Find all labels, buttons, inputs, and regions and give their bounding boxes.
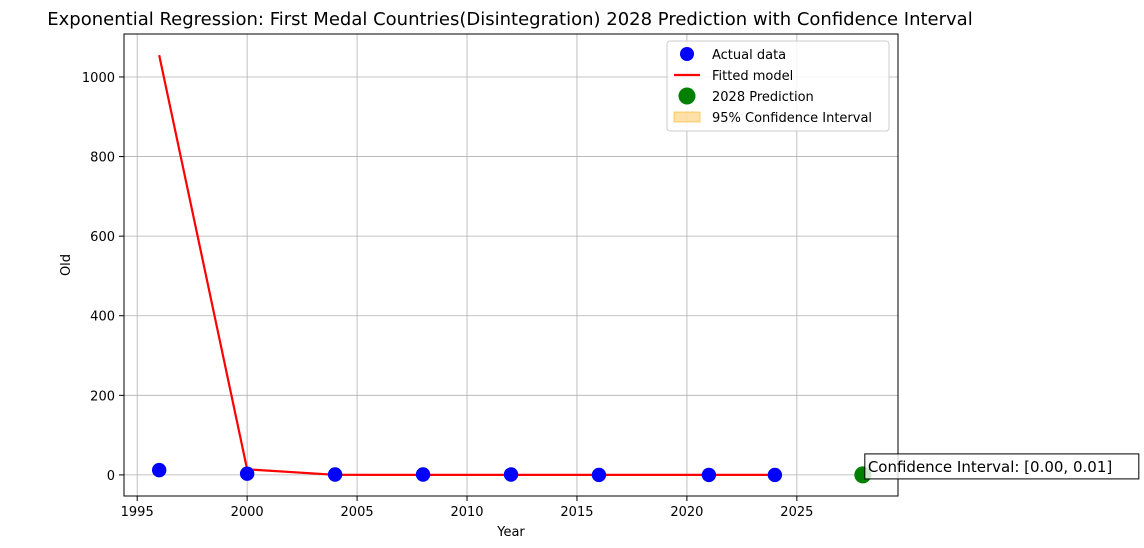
x-tick-label: 2015: [560, 505, 593, 520]
legend-marker: [680, 47, 694, 61]
x-tick-label: 2020: [670, 505, 703, 520]
data-point: [239, 466, 255, 481]
data-point: [591, 467, 607, 483]
legend-marker: [678, 87, 696, 105]
y-tick-label: 400: [90, 310, 115, 325]
chart-title: Exponential Regression: First Medal Coun…: [47, 9, 972, 30]
legend-label: 95% Confidence Interval: [712, 111, 872, 126]
annotation-box: [864, 453, 1140, 480]
axes-border: [123, 33, 899, 497]
data-point: [767, 467, 783, 483]
x-axis-label: Year: [496, 525, 525, 540]
fitted-model-line: [158, 54, 775, 477]
legend-label: Fitted model: [712, 69, 793, 84]
annotation: Confidence Interval: [0.00, 0.01]: [864, 453, 1140, 480]
x-axis-ticks: 1995 2000 2005 2010 2015 2020 2025: [121, 496, 813, 520]
fitted-model-line-group: [158, 54, 775, 477]
y-axis-label: Old: [59, 254, 74, 276]
x-tick-label: 2000: [231, 505, 264, 520]
data-points: [151, 462, 872, 484]
annotation-text: Confidence Interval: [0.00, 0.01]: [868, 458, 1112, 476]
x-tick-label: 2010: [450, 505, 483, 520]
x-tick-label: 1995: [121, 505, 154, 520]
data-point: [701, 467, 717, 483]
data-point: [327, 467, 343, 482]
axes-frame: [123, 33, 899, 497]
y-tick-label: 200: [90, 389, 115, 404]
legend-label: 2028 Prediction: [712, 90, 814, 105]
y-tick-label: 1000: [82, 71, 115, 86]
data-point: [151, 462, 167, 478]
legend: Actual data Fitted model 2028 Prediction 95…: [666, 40, 890, 132]
y-axis-ticks: 0 200 400 600 800 1000: [82, 71, 124, 484]
y-tick-label: 0: [107, 469, 115, 484]
data-point: [503, 467, 519, 482]
y-tick-label: 600: [90, 230, 115, 245]
x-tick-label: 2025: [780, 505, 813, 520]
legend-label: Actual data: [712, 48, 786, 63]
legend-area-swatch: [673, 111, 701, 123]
y-tick-label: 800: [90, 151, 115, 166]
data-point: [415, 467, 431, 482]
legend-box: [666, 40, 890, 132]
x-tick-label: 2005: [341, 505, 374, 520]
